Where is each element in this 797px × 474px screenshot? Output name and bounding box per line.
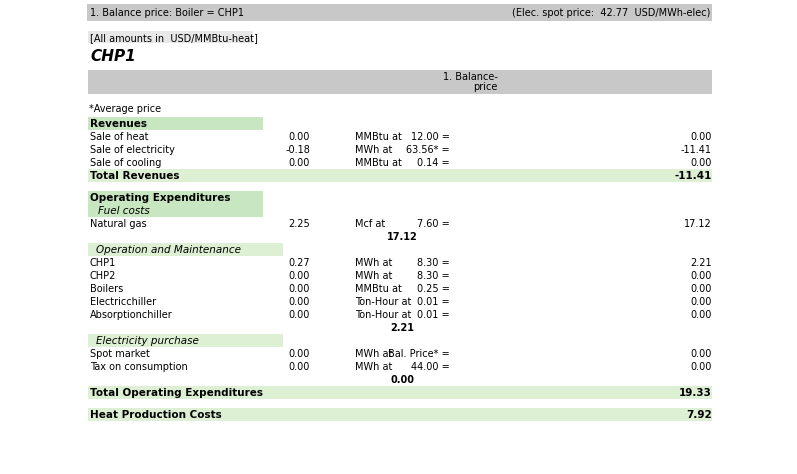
Text: 17.12: 17.12 bbox=[387, 232, 418, 242]
Text: Spot market: Spot market bbox=[90, 348, 150, 359]
Bar bbox=[88, 408, 712, 421]
Text: 8.30 =: 8.30 = bbox=[418, 271, 450, 281]
Text: 0.00: 0.00 bbox=[691, 348, 712, 359]
Text: (Elec. spot price:  42.77  USD/MWh-elec): (Elec. spot price: 42.77 USD/MWh-elec) bbox=[512, 8, 710, 18]
Text: Sale of electricity: Sale of electricity bbox=[90, 145, 175, 155]
Text: MWh at: MWh at bbox=[355, 271, 392, 281]
Text: 1. Balance price: Boiler = CHP1: 1. Balance price: Boiler = CHP1 bbox=[90, 8, 244, 18]
Text: Electricity purchase: Electricity purchase bbox=[96, 336, 199, 346]
Text: 8.30 =: 8.30 = bbox=[418, 257, 450, 268]
Text: -11.41: -11.41 bbox=[681, 145, 712, 155]
Text: Total Operating Expenditures: Total Operating Expenditures bbox=[90, 388, 263, 398]
Text: Total Revenues: Total Revenues bbox=[90, 171, 179, 181]
Text: -11.41: -11.41 bbox=[674, 171, 712, 181]
Text: Boilers: Boilers bbox=[90, 283, 124, 293]
Text: Ton-Hour at: Ton-Hour at bbox=[355, 310, 411, 319]
Bar bbox=[87, 4, 712, 21]
Text: Natural gas: Natural gas bbox=[90, 219, 147, 228]
Text: 0.27: 0.27 bbox=[289, 257, 310, 268]
Text: -0.18: -0.18 bbox=[285, 145, 310, 155]
Text: 2.25: 2.25 bbox=[289, 219, 310, 228]
Text: CHP1: CHP1 bbox=[90, 257, 116, 268]
Text: Bal. Price* =: Bal. Price* = bbox=[388, 348, 450, 359]
Text: 0.14 =: 0.14 = bbox=[418, 157, 450, 167]
Text: 2.21: 2.21 bbox=[690, 257, 712, 268]
Text: Fuel costs: Fuel costs bbox=[98, 206, 150, 216]
Text: 0.25 =: 0.25 = bbox=[417, 283, 450, 293]
Bar bbox=[88, 169, 712, 182]
Text: 0.00: 0.00 bbox=[289, 157, 310, 167]
Text: 0.01 =: 0.01 = bbox=[418, 310, 450, 319]
Text: [All amounts in  USD/MMBtu-heat]: [All amounts in USD/MMBtu-heat] bbox=[90, 33, 258, 43]
Bar bbox=[88, 191, 263, 217]
Text: 1. Balance-: 1. Balance- bbox=[443, 72, 498, 82]
Text: 0.00: 0.00 bbox=[289, 131, 310, 142]
Text: Electricchiller: Electricchiller bbox=[90, 297, 156, 307]
Text: Heat Production Costs: Heat Production Costs bbox=[90, 410, 222, 419]
Text: 0.00: 0.00 bbox=[691, 297, 712, 307]
Text: Absorptionchiller: Absorptionchiller bbox=[90, 310, 173, 319]
Text: 0.00: 0.00 bbox=[289, 297, 310, 307]
Text: Tax on consumption: Tax on consumption bbox=[90, 362, 188, 372]
Text: 0.00: 0.00 bbox=[289, 283, 310, 293]
Text: Revenues: Revenues bbox=[90, 118, 147, 128]
Text: 2.21: 2.21 bbox=[391, 323, 414, 333]
Text: Mcf at: Mcf at bbox=[355, 219, 385, 228]
Bar bbox=[88, 334, 283, 347]
Bar bbox=[88, 70, 712, 94]
Text: 0.00: 0.00 bbox=[289, 362, 310, 372]
Text: 44.00 =: 44.00 = bbox=[411, 362, 450, 372]
Text: CHP2: CHP2 bbox=[90, 271, 116, 281]
Text: 0.00: 0.00 bbox=[391, 374, 414, 384]
Text: 0.00: 0.00 bbox=[691, 271, 712, 281]
Text: 7.92: 7.92 bbox=[686, 410, 712, 419]
Text: MWh at: MWh at bbox=[355, 257, 392, 268]
Text: 12.00 =: 12.00 = bbox=[411, 131, 450, 142]
Text: 19.33: 19.33 bbox=[679, 388, 712, 398]
Text: 0.00: 0.00 bbox=[691, 362, 712, 372]
Text: 0.00: 0.00 bbox=[691, 310, 712, 319]
Text: price: price bbox=[473, 82, 498, 92]
Text: 0.01 =: 0.01 = bbox=[418, 297, 450, 307]
Text: 0.00: 0.00 bbox=[691, 157, 712, 167]
Bar bbox=[88, 117, 263, 130]
Bar bbox=[88, 243, 283, 256]
Text: Ton-Hour at: Ton-Hour at bbox=[355, 297, 411, 307]
Text: Sale of cooling: Sale of cooling bbox=[90, 157, 161, 167]
Bar bbox=[88, 386, 712, 399]
Text: 7.60 =: 7.60 = bbox=[418, 219, 450, 228]
Text: Operation and Maintenance: Operation and Maintenance bbox=[96, 245, 241, 255]
Text: CHP1: CHP1 bbox=[90, 48, 135, 64]
Text: Sale of heat: Sale of heat bbox=[90, 131, 148, 142]
Text: MWh at: MWh at bbox=[355, 362, 392, 372]
Bar bbox=[88, 31, 253, 43]
Text: 0.00: 0.00 bbox=[289, 310, 310, 319]
Text: MMBtu at: MMBtu at bbox=[355, 157, 402, 167]
Text: 17.12: 17.12 bbox=[685, 219, 712, 228]
Text: MMBtu at: MMBtu at bbox=[355, 283, 402, 293]
Text: *Average price: *Average price bbox=[89, 104, 161, 114]
Text: 63.56* =: 63.56* = bbox=[406, 145, 450, 155]
Text: MWh at: MWh at bbox=[355, 145, 392, 155]
Text: Operating Expenditures: Operating Expenditures bbox=[90, 192, 230, 202]
Text: 0.00: 0.00 bbox=[289, 271, 310, 281]
Text: 0.00: 0.00 bbox=[691, 131, 712, 142]
Text: 0.00: 0.00 bbox=[691, 283, 712, 293]
Text: MWh at: MWh at bbox=[355, 348, 392, 359]
Text: MMBtu at: MMBtu at bbox=[355, 131, 402, 142]
Text: 0.00: 0.00 bbox=[289, 348, 310, 359]
